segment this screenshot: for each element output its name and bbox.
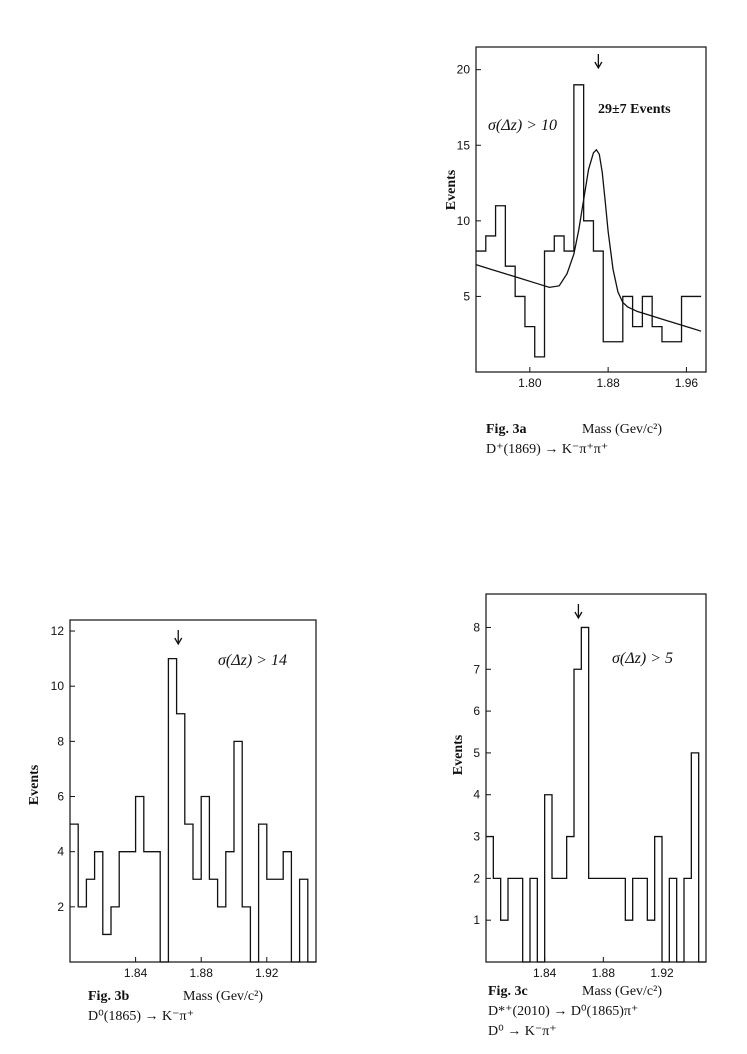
fig3a-ytick-label: 5 (463, 289, 470, 303)
fig3a-xtick-label: 1.88 (596, 376, 620, 390)
fig3a-histogram-series (476, 84, 702, 358)
fig3a-ytick-label: 15 (457, 138, 471, 152)
fig3b-xlabel: Mass (Gev/c²) (183, 989, 263, 1004)
fig3a-cut-label: σ(Δz) > 10 (488, 117, 557, 134)
fig3c-xlabel: Mass (Gev/c²) (582, 984, 662, 999)
fig3b-xtick-label: 1.88 (190, 966, 214, 980)
fig3a-events-label: 29±7 Events (598, 102, 671, 117)
fig3c-ytick-label: 7 (473, 662, 480, 676)
fig3b-ytick-label: 2 (57, 900, 64, 914)
fig3c-caption-2: D⁰ → K⁻π⁺ (488, 1024, 557, 1039)
fig3b-ytick-label: 12 (51, 624, 65, 638)
fig3b-frame (69, 619, 317, 963)
fig3c-ytick-label: 2 (473, 871, 480, 885)
fig3c-ytick-label: 5 (473, 746, 480, 760)
fig3b-ytick-label: 8 (57, 734, 64, 748)
fig3c-plot: 1.84 1.88 1.92 1 2 3 4 5 6 7 8 (473, 593, 707, 980)
fig3b-ytick-label: 4 (57, 845, 64, 859)
fig3c-xtick-label: 1.88 (592, 966, 616, 980)
fig3a-frame (475, 46, 707, 373)
fig3c-caption: D*⁺(2010) → D⁰(1865)π⁺ (488, 1004, 638, 1019)
fig3c-cut-label: σ(Δz) > 5 (612, 650, 673, 667)
fig3b-fig-label: Fig. 3b (88, 989, 129, 1004)
fig3c-ytick-label: 3 (473, 830, 480, 844)
fig3b-cut-label: σ(Δz) > 14 (218, 652, 287, 669)
fig3b-ytick-label: 6 (57, 790, 64, 804)
fig3c-ytick-label: 6 (473, 704, 480, 718)
fig3a-fit-curve (475, 148, 702, 332)
fig3a-plot: 1.80 1.88 1.96 5 10 15 20 (457, 46, 707, 390)
fig3c-histogram-series (486, 626, 706, 963)
fig3a-xtick-label: 1.80 (518, 376, 542, 390)
fig3a-xtick-label: 1.96 (675, 376, 699, 390)
fig3c-frame (485, 593, 707, 963)
fig3b-peak-arrow-head (174, 637, 183, 646)
fig3a-peak-arrow-head (594, 61, 603, 70)
fig3b-xtick-label: 1.92 (255, 966, 279, 980)
fig3b-ylabel: Events (27, 764, 42, 805)
fig3c-xtick-label: 1.92 (650, 966, 674, 980)
fig3a-ytick-label: 20 (457, 63, 471, 77)
fig3c-xtick-label: 1.84 (533, 966, 557, 980)
fig3a-fig-label: Fig. 3a (486, 422, 526, 437)
fig3c-fig-label: Fig. 3c (488, 984, 528, 999)
fig3b-xtick-label: 1.84 (124, 966, 148, 980)
fig3b-caption: D⁰(1865) → K⁻π⁺ (88, 1009, 194, 1024)
fig3c-peak-arrow-head (574, 611, 583, 620)
fig3b-ytick-label: 10 (51, 679, 65, 693)
fig3b-plot: 1.84 1.88 1.92 2 4 6 8 10 12 (51, 619, 317, 980)
fig3a-ytick-label: 10 (457, 214, 471, 228)
fig3a-caption: D⁺(1869) → K⁻π⁺π⁺ (486, 442, 608, 457)
fig3b-histogram-series (70, 657, 316, 963)
fig3c-ylabel: Events (451, 734, 466, 775)
fig3c-ytick-label: 4 (473, 788, 480, 802)
fig3c-ytick-label: 8 (473, 620, 480, 634)
fig3a-ylabel: Events (444, 169, 459, 210)
fig3c-ytick-label: 1 (473, 913, 480, 927)
fig3a-xlabel: Mass (Gev/c²) (582, 422, 662, 437)
